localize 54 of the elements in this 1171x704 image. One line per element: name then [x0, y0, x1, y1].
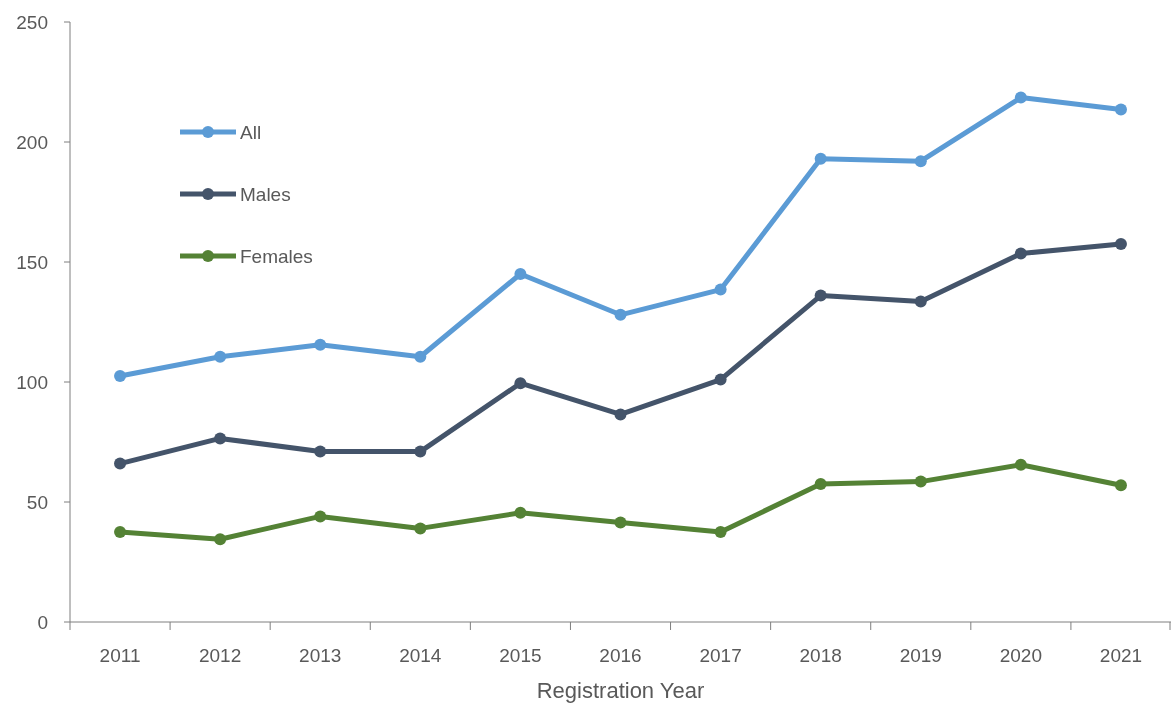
point	[114, 526, 127, 538]
x-tick-label: 2013	[299, 645, 342, 666]
point	[114, 457, 127, 470]
point	[814, 289, 827, 302]
point	[514, 506, 527, 519]
point	[614, 308, 627, 321]
point	[514, 377, 527, 390]
point	[1114, 103, 1127, 116]
y-tick-label: 200	[16, 131, 48, 153]
point	[1014, 247, 1027, 260]
y-tick-label: 100	[16, 371, 48, 393]
point	[414, 522, 427, 535]
y-tick-label: 250	[16, 11, 48, 33]
legend-label: All	[240, 121, 262, 143]
point	[414, 445, 427, 458]
x-tick-label: 2011	[99, 645, 141, 666]
legend-label: Males	[240, 183, 291, 205]
point	[914, 295, 927, 308]
x-tick-label: 2012	[199, 645, 242, 666]
y-tick-label: 0	[37, 611, 48, 633]
point	[314, 338, 327, 351]
x-tick-label: 2016	[599, 645, 642, 666]
point	[514, 268, 527, 280]
point	[314, 445, 327, 458]
point	[214, 533, 227, 546]
point	[614, 408, 627, 421]
point	[1114, 479, 1127, 492]
x-tick-label: 2020	[999, 645, 1042, 666]
point	[914, 155, 927, 168]
point	[714, 526, 727, 538]
x-tick-label: 2019	[899, 645, 942, 666]
x-tick-label: 2021	[1099, 645, 1143, 666]
point	[214, 432, 227, 445]
point	[614, 516, 627, 529]
y-tick-label: 150	[16, 251, 48, 273]
point	[1114, 238, 1127, 250]
point	[314, 510, 327, 523]
point	[814, 478, 827, 490]
point	[214, 350, 227, 363]
x-tick-label: 2014	[399, 645, 442, 666]
point	[714, 373, 727, 386]
x-tick-label: 2018	[799, 645, 842, 666]
legend-label: Females	[240, 245, 313, 267]
point	[814, 152, 827, 165]
point	[1014, 458, 1027, 471]
point	[914, 475, 927, 488]
y-tick-label: 50	[26, 491, 48, 513]
point	[1014, 91, 1027, 104]
point	[714, 283, 727, 296]
x-tick-label: 2015	[499, 645, 542, 666]
point	[414, 350, 427, 363]
x-tick-label: 2017	[699, 645, 742, 666]
point	[114, 370, 127, 382]
x-axis-title: Registration Year	[536, 678, 705, 703]
